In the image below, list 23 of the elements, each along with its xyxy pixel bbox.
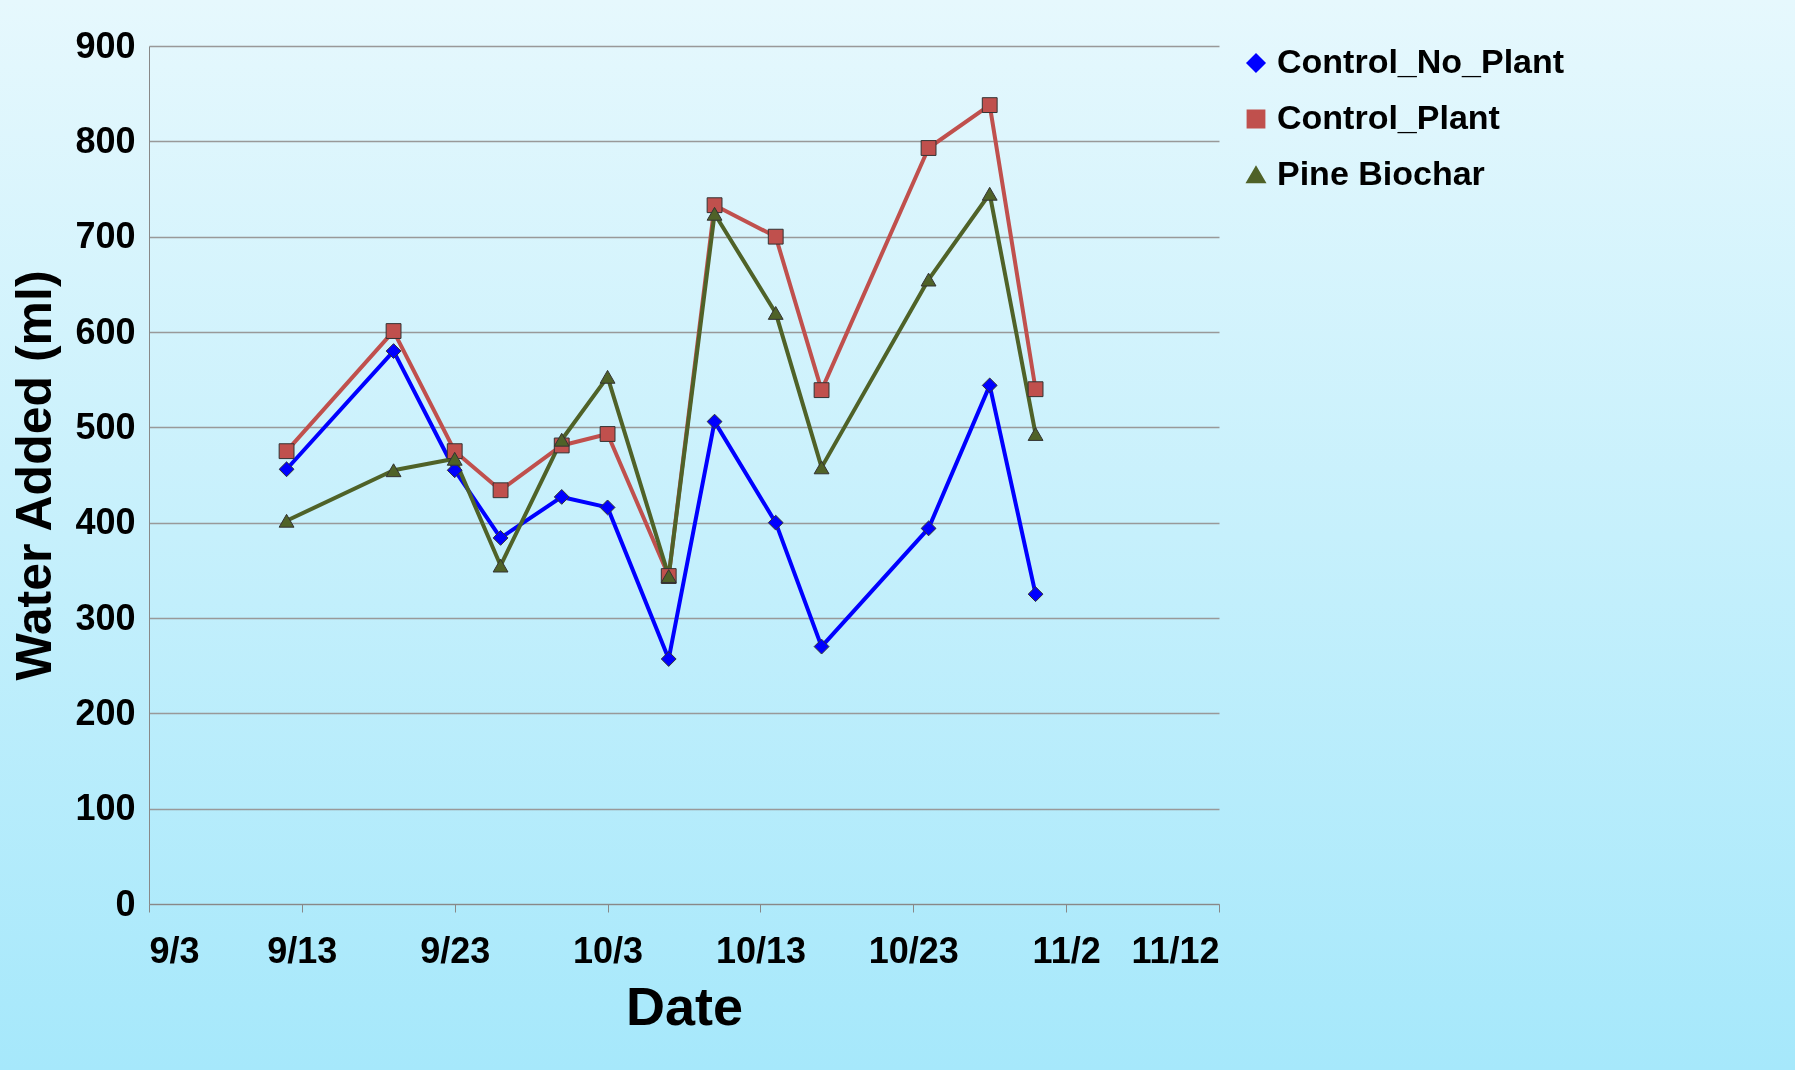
x-tick-label: 11/12 xyxy=(1131,929,1220,971)
y-tick-label: 800 xyxy=(75,119,136,161)
x-tick-label: 9/23 xyxy=(420,929,491,971)
x-tick-label: 10/23 xyxy=(868,929,959,971)
y-tick-label: 500 xyxy=(75,405,136,447)
y-tick-label: 400 xyxy=(75,501,136,543)
legend-label: Control_Plant xyxy=(1277,98,1500,136)
x-tick-label: 10/13 xyxy=(715,929,806,971)
y-tick-label: 300 xyxy=(75,596,136,638)
x-tick-label: 9/3 xyxy=(149,929,200,971)
y-tick-label: 200 xyxy=(75,691,136,733)
x-tick-label: 9/13 xyxy=(267,929,338,971)
legend-label: Control_No_Plant xyxy=(1277,42,1565,80)
y-axis-title: Water Added (ml) xyxy=(6,270,63,681)
x-tick-label: 10/3 xyxy=(573,929,644,971)
y-tick-label: 900 xyxy=(75,24,136,66)
y-tick-label: 0 xyxy=(115,882,136,924)
y-tick-label: 700 xyxy=(75,215,136,257)
y-tick-label: 600 xyxy=(75,310,136,352)
legend-label: Pine Biochar xyxy=(1277,154,1485,192)
x-tick-label: 11/2 xyxy=(1032,929,1101,971)
x-axis-title: Date xyxy=(625,975,744,1036)
y-tick-label: 100 xyxy=(75,787,136,829)
